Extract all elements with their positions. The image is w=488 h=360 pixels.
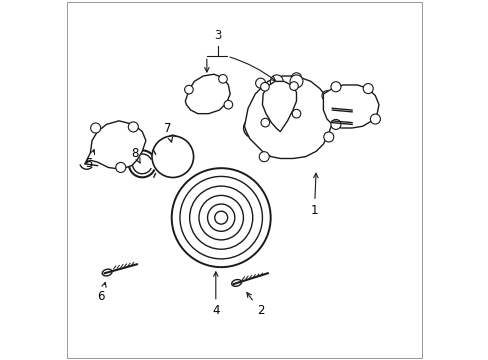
Ellipse shape: [264, 104, 291, 131]
Circle shape: [260, 82, 269, 91]
Circle shape: [270, 75, 283, 88]
Circle shape: [128, 122, 138, 132]
Circle shape: [214, 211, 227, 224]
Ellipse shape: [109, 142, 124, 157]
Ellipse shape: [201, 87, 212, 100]
Circle shape: [289, 75, 303, 88]
Ellipse shape: [341, 96, 366, 121]
Ellipse shape: [231, 280, 241, 286]
Ellipse shape: [163, 149, 182, 164]
Circle shape: [207, 204, 234, 231]
Circle shape: [363, 84, 372, 94]
Ellipse shape: [273, 98, 284, 111]
Polygon shape: [262, 81, 296, 132]
Circle shape: [259, 152, 269, 162]
Circle shape: [180, 176, 262, 259]
Polygon shape: [323, 85, 378, 128]
Text: 4: 4: [212, 272, 219, 318]
Polygon shape: [85, 121, 145, 169]
Text: 2: 2: [246, 293, 264, 318]
Circle shape: [184, 85, 193, 94]
Ellipse shape: [258, 98, 298, 137]
Circle shape: [289, 82, 298, 90]
Circle shape: [323, 132, 333, 142]
Ellipse shape: [270, 94, 287, 116]
Circle shape: [292, 109, 300, 118]
Circle shape: [224, 100, 232, 109]
Circle shape: [218, 75, 227, 83]
Ellipse shape: [159, 145, 186, 168]
Circle shape: [152, 136, 193, 177]
Circle shape: [116, 162, 125, 172]
Ellipse shape: [197, 83, 216, 105]
Ellipse shape: [278, 86, 292, 98]
Circle shape: [171, 168, 270, 267]
Circle shape: [330, 120, 340, 130]
Circle shape: [321, 91, 331, 101]
Circle shape: [369, 114, 380, 124]
Text: 8: 8: [131, 147, 140, 163]
Circle shape: [330, 82, 340, 92]
Text: 7: 7: [163, 122, 172, 142]
Polygon shape: [185, 74, 230, 114]
Text: 5: 5: [84, 150, 94, 170]
Ellipse shape: [243, 118, 263, 138]
Ellipse shape: [102, 269, 112, 276]
Circle shape: [291, 73, 301, 83]
Circle shape: [261, 118, 269, 127]
Text: 1: 1: [310, 173, 318, 217]
Text: 6: 6: [97, 283, 106, 303]
Circle shape: [199, 195, 243, 240]
Ellipse shape: [344, 99, 362, 117]
Ellipse shape: [247, 122, 259, 134]
Polygon shape: [244, 76, 332, 158]
Circle shape: [90, 123, 101, 133]
Text: 3: 3: [213, 29, 221, 42]
Circle shape: [189, 186, 252, 249]
Ellipse shape: [274, 83, 296, 101]
Ellipse shape: [105, 138, 128, 161]
Circle shape: [255, 78, 265, 88]
